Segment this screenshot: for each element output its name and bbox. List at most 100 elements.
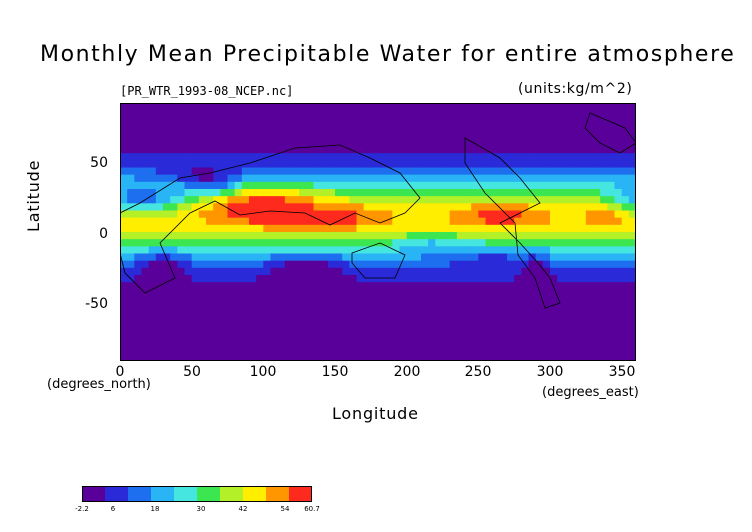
heatmap-cell (227, 346, 236, 355)
heatmap-cell (621, 210, 630, 219)
heatmap-cell (399, 224, 408, 233)
heatmap-cell (385, 282, 393, 290)
colorbar-swatch (153, 486, 158, 502)
heatmap-cell (292, 303, 300, 312)
heatmap-cell (270, 131, 279, 140)
heatmap-cell (198, 246, 207, 255)
heatmap-cell (507, 117, 515, 126)
heatmap-cell (241, 153, 250, 161)
heatmap-cell (363, 303, 372, 312)
heatmap-cell (249, 131, 257, 140)
heatmap-cell (535, 289, 544, 298)
heatmap-cell (578, 117, 587, 126)
colorbar-swatch (248, 486, 253, 502)
heatmap-cell (464, 217, 472, 226)
heatmap-cell (499, 310, 508, 319)
heatmap-cell (292, 181, 300, 190)
heatmap-cell (249, 181, 257, 190)
heatmap-cell (349, 138, 358, 147)
heatmap-cell (456, 332, 465, 341)
heatmap-cell (184, 181, 193, 190)
heatmap-cell (356, 146, 365, 154)
heatmap-cell (256, 110, 264, 118)
heatmap-cell (327, 303, 336, 312)
heatmap-cell (571, 124, 580, 133)
heatmap-cell (542, 246, 551, 255)
heatmap-cell (492, 246, 501, 255)
heatmap-cell (514, 224, 522, 233)
heatmap-cell (206, 303, 214, 312)
heatmap-cell (492, 217, 501, 226)
heatmap-cell (363, 203, 372, 212)
heatmap-cell (578, 103, 587, 111)
heatmap-cell (263, 110, 272, 118)
heatmap-cell (327, 167, 336, 176)
heatmap-cell (148, 160, 157, 169)
heatmap-cell (521, 146, 530, 154)
heatmap-cell (464, 210, 472, 219)
heatmap-cell (550, 224, 558, 233)
heatmap-cell (385, 303, 393, 312)
heatmap-cell (514, 289, 522, 298)
heatmap-cell (449, 246, 458, 255)
heatmap-cell (306, 124, 315, 133)
heatmap-cell (120, 181, 128, 190)
heatmap-cell (593, 189, 601, 197)
heatmap-cell (227, 203, 236, 212)
heatmap-cell (249, 325, 257, 333)
colorbar-swatch (87, 486, 92, 502)
heatmap-cell (349, 339, 358, 348)
heatmap-cell (514, 339, 522, 348)
heatmap-cell (335, 267, 343, 276)
heatmap-cell (292, 174, 300, 183)
heatmap-cell (234, 131, 243, 140)
heatmap-cell (234, 217, 243, 226)
heatmap-cell (499, 339, 508, 348)
heatmap-cell (270, 189, 279, 197)
heatmap-cell (542, 318, 551, 326)
heatmap-cell (571, 303, 580, 312)
colorbar-swatch (96, 486, 100, 502)
colorbar-swatch (130, 486, 135, 502)
heatmap-cell (363, 296, 372, 305)
heatmap-cell (471, 103, 479, 111)
heatmap-cell (270, 289, 279, 298)
heatmap-cell (241, 260, 250, 269)
heatmap-cell (564, 146, 573, 154)
heatmap-cell (234, 189, 243, 197)
heatmap-cell (571, 110, 580, 118)
heatmap-cell (120, 339, 128, 348)
heatmap-cell (342, 131, 350, 140)
colorbar-swatch (234, 486, 238, 502)
heatmap-cell (550, 239, 558, 247)
y-tick-0: 0 (99, 226, 108, 242)
heatmap-cell (327, 217, 336, 226)
heatmap-cell (141, 232, 150, 240)
heatmap-cell (220, 267, 229, 276)
heatmap-cell (213, 146, 221, 154)
heatmap-cell (600, 167, 608, 176)
heatmap-cell (628, 203, 636, 212)
heatmap-cell (241, 332, 250, 341)
heatmap-cell (234, 282, 243, 290)
heatmap-cell (435, 346, 444, 355)
heatmap-cell (363, 160, 372, 169)
heatmap-cell (363, 124, 372, 133)
heatmap-cell (220, 224, 229, 233)
heatmap-cell (399, 203, 408, 212)
heatmap-cell (392, 253, 401, 262)
heatmap-cell (593, 267, 601, 276)
heatmap-cell (385, 103, 393, 111)
heatmap-cell (507, 124, 515, 133)
colorbar-swatch (271, 486, 276, 502)
heatmap-cell (292, 167, 300, 176)
heatmap-cell (234, 239, 243, 247)
heatmap-cell (485, 196, 494, 204)
heatmap-cell (435, 138, 444, 147)
heatmap-cell (127, 189, 135, 197)
heatmap-cell (542, 138, 551, 147)
heatmap-cell (406, 267, 415, 276)
heatmap-cell (292, 267, 300, 276)
heatmap-cell (378, 260, 386, 269)
heatmap-cell (163, 346, 171, 355)
